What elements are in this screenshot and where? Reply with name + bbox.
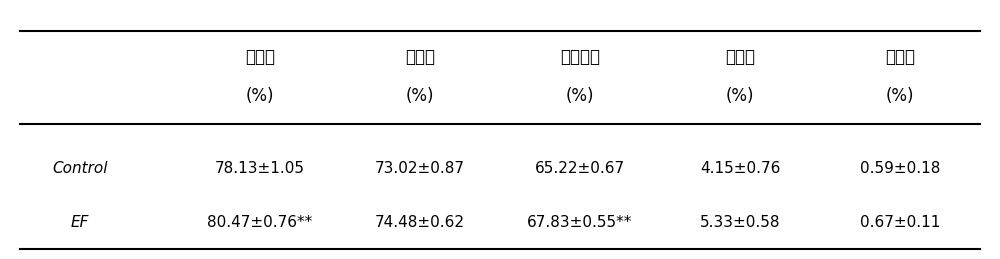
Text: Control: Control <box>52 161 108 176</box>
Text: 78.13±1.05: 78.13±1.05 <box>215 161 305 176</box>
Text: 65.22±0.67: 65.22±0.67 <box>535 161 625 176</box>
Text: (%): (%) <box>406 87 434 105</box>
Text: 74.48±0.62: 74.48±0.62 <box>375 215 465 230</box>
Text: 0.59±0.18: 0.59±0.18 <box>860 161 940 176</box>
Text: (%): (%) <box>566 87 594 105</box>
Text: (%): (%) <box>886 87 914 105</box>
Text: 垩白率: 垩白率 <box>725 48 755 66</box>
Text: 67.83±0.55**: 67.83±0.55** <box>527 215 633 230</box>
Text: 80.47±0.76**: 80.47±0.76** <box>207 215 313 230</box>
Text: 整精米率: 整精米率 <box>560 48 600 66</box>
Text: (%): (%) <box>726 87 754 105</box>
Text: 精米率: 精米率 <box>405 48 435 66</box>
Text: 垩白度: 垩白度 <box>885 48 915 66</box>
Text: 糙米率: 糙米率 <box>245 48 275 66</box>
Text: 73.02±0.87: 73.02±0.87 <box>375 161 465 176</box>
Text: EF: EF <box>71 215 89 230</box>
Text: 5.33±0.58: 5.33±0.58 <box>700 215 780 230</box>
Text: 4.15±0.76: 4.15±0.76 <box>700 161 780 176</box>
Text: 0.67±0.11: 0.67±0.11 <box>860 215 940 230</box>
Text: (%): (%) <box>246 87 274 105</box>
